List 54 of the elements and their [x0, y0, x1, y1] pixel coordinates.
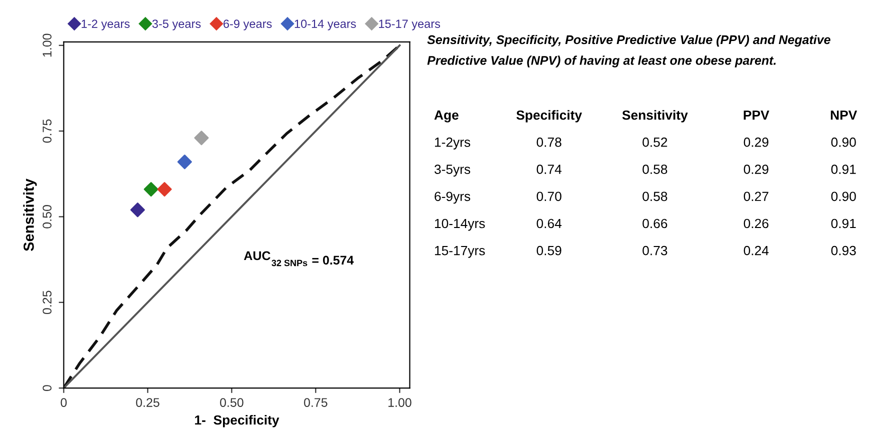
category-label: Specificity	[516, 110, 582, 122]
y-axis-title: Sensitivity	[23, 178, 37, 252]
text: 0.64	[536, 218, 562, 228]
x-tick-label: 0	[60, 398, 67, 407]
text: 0.27	[744, 192, 768, 202]
text: 0.90	[831, 192, 856, 202]
point	[177, 154, 192, 170]
text: 0.58	[642, 192, 668, 202]
point	[130, 202, 145, 218]
text: 0.78	[536, 138, 562, 147]
text: 0.70	[536, 192, 562, 202]
y-tick-label: 0	[42, 385, 52, 392]
text: 0.52	[642, 138, 668, 147]
legend-label: 15-17 years	[379, 20, 440, 30]
text: 0.90	[831, 138, 856, 147]
legend-label: 1-2 years	[82, 20, 130, 30]
text: 0.74	[536, 164, 562, 174]
point	[144, 182, 158, 197]
y-tick-label: 0.50	[42, 205, 52, 228]
text: 0.73	[642, 246, 668, 256]
text: 0.59	[536, 246, 562, 256]
text: 0.29	[744, 164, 768, 174]
text: 0.66	[642, 218, 668, 228]
text: 0.91	[831, 164, 856, 174]
y-tick-label: 1.00	[42, 34, 52, 57]
legend-label: 6-9 years	[224, 20, 272, 30]
text: Sensitivity, Specificity, Positive Predictive Value (PPV) and Negative Predictive Value (NPV) of having at least one obese parent.	[427, 34, 830, 68]
x-tick-label: 0.50	[220, 398, 244, 407]
category-label: 6-9yrs	[434, 192, 470, 204]
category-label: 15-17yrs	[435, 246, 485, 258]
legend-label: 10-14 years	[294, 20, 356, 30]
point	[157, 182, 172, 197]
x-tick-label: 1.00	[388, 398, 412, 407]
text: 0.26	[744, 218, 768, 228]
text: 0.24	[744, 246, 769, 256]
text: 0.29	[744, 138, 768, 147]
category-label: Age	[434, 110, 458, 122]
x-axis-title: 1- Specificity	[195, 414, 280, 428]
x-tick-label: 0.25	[136, 398, 160, 407]
legend-label: 3-5 years	[152, 20, 201, 30]
y-tick-label: 0.25	[42, 290, 52, 314]
text: 0.93	[831, 246, 856, 256]
y-tick-label: 0.75	[42, 119, 52, 143]
text: 0.91	[831, 218, 856, 228]
point	[194, 130, 209, 146]
category-label: 1-2yrs	[435, 138, 470, 150]
category-label: PPV	[744, 110, 770, 120]
text: 0.58	[642, 164, 668, 174]
x-tick-label: 0.75	[304, 398, 328, 407]
category-label: 10-14yrs	[435, 218, 485, 231]
category-label: Sensitivity	[622, 110, 688, 122]
annotation: AUC32 SNPs = 0.574	[244, 251, 354, 266]
category-label: 3-5yrs	[434, 164, 470, 177]
category-label: NPV	[830, 110, 858, 120]
